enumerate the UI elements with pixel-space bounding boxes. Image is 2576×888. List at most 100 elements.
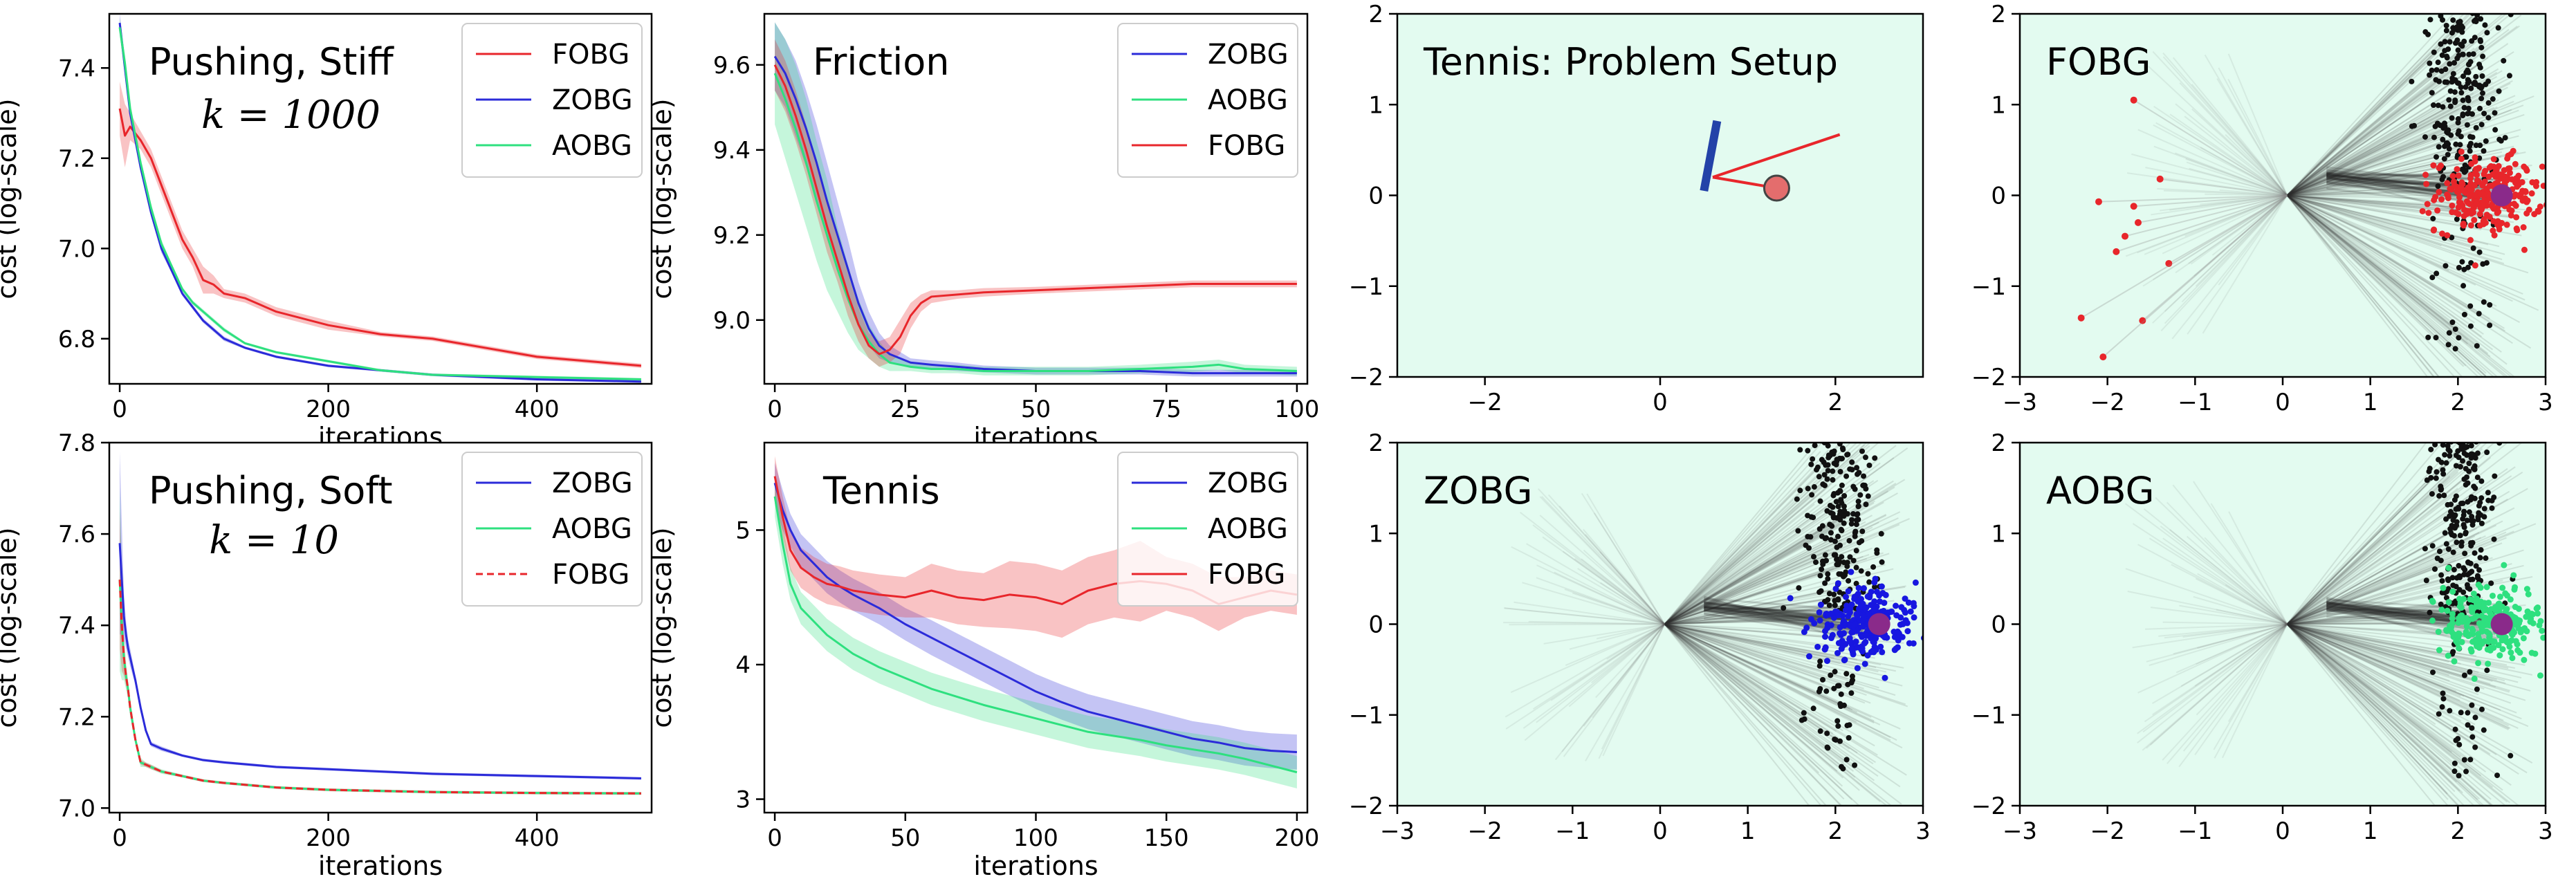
black-point (2465, 499, 2471, 505)
black-point (2430, 669, 2436, 676)
trajectory-line (1664, 623, 1861, 806)
trajectory-line (1664, 555, 1864, 625)
cluster-point (1848, 629, 1855, 636)
trajectory-line (1664, 623, 1877, 669)
cluster-point (2455, 633, 2462, 640)
cluster-point (1811, 620, 1818, 627)
black-point (2481, 727, 2487, 733)
cluster-point (2477, 190, 2484, 197)
black-point (2431, 566, 2438, 572)
black-point (2455, 120, 2461, 126)
trajectory-line (2286, 26, 2518, 196)
trajectory-line (2286, 194, 2456, 377)
black-point (2456, 264, 2462, 270)
cluster-point (2492, 604, 2499, 611)
trajectory-line (2184, 194, 2288, 237)
tennis-setup-panel: Tennis: Problem Setup −2 0 2 −2 −1 0 1 2 (1349, 1, 1924, 416)
trajectory-line (1664, 486, 1895, 625)
black-point (2478, 495, 2485, 501)
trajectory-line (1664, 623, 1823, 806)
cluster-point (2528, 190, 2535, 197)
black-point (1805, 485, 1811, 492)
x-tick-label: −3 (2003, 817, 2037, 845)
trajectory-line (1550, 623, 1665, 701)
black-point (2438, 483, 2444, 490)
trajectory-line (2194, 623, 2288, 687)
black-point (2494, 773, 2501, 779)
trajectory-line (2287, 623, 2449, 676)
plot-content (118, 14, 642, 383)
black-point (1853, 564, 1859, 571)
trajectory-line (2287, 623, 2493, 682)
black-point (1832, 538, 1838, 544)
trajectory-line (2286, 14, 2476, 196)
black-point (2508, 752, 2514, 759)
outlier-line (2160, 178, 2288, 196)
black-point (1853, 548, 1859, 554)
black-point (2433, 475, 2439, 481)
black-point (2460, 97, 2466, 103)
black-point (2440, 174, 2447, 180)
black-point (2427, 609, 2433, 616)
trajectory-line (2286, 623, 2458, 783)
trajectory-line (2286, 194, 2484, 377)
trajectory-line (1599, 551, 1666, 625)
black-point (2443, 595, 2449, 601)
trajectory-line (1554, 571, 1665, 625)
trajectory-line (2218, 194, 2288, 286)
cluster-point (2486, 633, 2493, 640)
cluster-point (2449, 615, 2456, 622)
trajectory-line (1664, 623, 1888, 806)
cluster-point (2515, 625, 2522, 631)
cluster-point (2465, 200, 2472, 207)
trajectory-line (2286, 194, 2506, 332)
trajectory-line (2287, 623, 2491, 685)
trajectory-line (2286, 194, 2509, 377)
trajectory-line (1664, 623, 1896, 696)
trajectory-line (2218, 67, 2288, 196)
trajectory-line (2137, 544, 2288, 625)
trajectory-line (2286, 623, 2504, 721)
cluster-point (1822, 633, 1829, 640)
trajectory-line (1664, 480, 1894, 625)
trajectory-line (1664, 623, 1810, 806)
zobg-line (773, 482, 1297, 753)
black-point (2489, 505, 2495, 511)
black-point (1822, 580, 1828, 586)
black-point (2447, 103, 2454, 109)
black-point (2451, 566, 2457, 573)
trajectory-line (1664, 450, 1830, 625)
black-point (2472, 495, 2478, 501)
trajectory-line (1704, 609, 1879, 623)
black-point (1833, 499, 1839, 505)
trajectory-line (2287, 149, 2483, 196)
trajectory-line (1703, 595, 1865, 645)
trajectory-line (2171, 194, 2288, 340)
plot-content (2077, 14, 2546, 377)
aobg-band (775, 476, 1297, 788)
black-point (2447, 39, 2453, 45)
trajectory-line (2286, 443, 2496, 625)
trajectory-line (2286, 64, 2460, 196)
x-tick-label: 2 (2451, 389, 2466, 416)
trajectory-line (2286, 623, 2507, 806)
trajectory-line (2287, 557, 2493, 625)
black-point (1824, 476, 1830, 482)
trajectory-line (2286, 565, 2437, 625)
legend-label-fobg: FOBG (1208, 559, 1285, 591)
cluster-point (2460, 618, 2467, 625)
trajectory-line (2287, 575, 2456, 625)
trajectory-line (2286, 520, 2503, 625)
aobg-line (773, 73, 1297, 373)
cluster-point (2494, 179, 2501, 186)
black-point (1852, 530, 1858, 536)
cluster-point (2468, 160, 2475, 167)
black-point (1817, 498, 1823, 504)
black-point (2473, 81, 2479, 87)
trajectory-line (1664, 623, 1879, 673)
trajectory-line (1664, 623, 1885, 677)
outlier-point (2122, 232, 2128, 240)
black-point (2441, 156, 2447, 162)
cluster-point (2472, 262, 2478, 269)
